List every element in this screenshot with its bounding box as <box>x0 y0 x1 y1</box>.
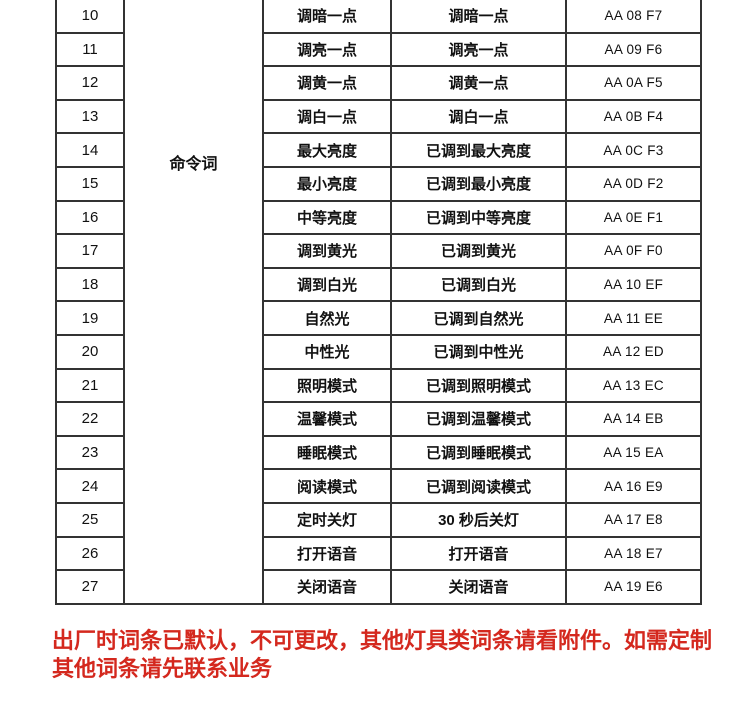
command-cell: 调白一点 <box>262 98 392 135</box>
row-number-cell: 20 <box>55 333 125 370</box>
table-row: 22 温馨模式 已调到温馨模式 AA 14 EB <box>55 401 702 437</box>
code-cell: AA 18 E7 <box>565 535 702 572</box>
row-number-cell: 26 <box>55 535 125 572</box>
response-cell: 30 秒后关灯 <box>390 501 567 538</box>
response-cell: 关闭语音 <box>390 569 567 605</box>
row-number-cell: 16 <box>55 199 125 236</box>
response-cell: 调黄一点 <box>390 65 567 101</box>
command-cell: 打开语音 <box>262 535 392 572</box>
row-number-cell: 21 <box>55 367 125 404</box>
response-cell: 已调到阅读模式 <box>390 468 567 504</box>
code-cell: AA 0F F0 <box>565 233 702 269</box>
response-cell: 调亮一点 <box>390 31 567 68</box>
group-label: 命令词 <box>169 156 218 173</box>
command-cell: 照明模式 <box>262 367 392 404</box>
row-number-cell: 27 <box>55 569 125 605</box>
table-row: 15 最小亮度 已调到最小亮度 AA 0D F2 <box>55 165 702 202</box>
code-cell: AA 17 E8 <box>565 501 702 538</box>
command-cell: 睡眠模式 <box>262 434 392 471</box>
table-row: 12 调黄一点 调黄一点 AA 0A F5 <box>55 65 702 101</box>
code-cell: AA 09 F6 <box>565 31 702 68</box>
row-number-cell: 13 <box>55 98 125 135</box>
code-cell: AA 08 F7 <box>565 0 702 34</box>
response-cell: 已调到自然光 <box>390 300 567 336</box>
table-row: 25 定时关灯 30 秒后关灯 AA 17 E8 <box>55 501 702 538</box>
table-row: 10 命令词 调暗一点 调暗一点 AA 08 F7 <box>55 0 702 605</box>
code-cell: AA 13 EC <box>565 367 702 404</box>
command-cell: 调到黄光 <box>262 233 392 269</box>
command-cell: 温馨模式 <box>262 401 392 437</box>
code-cell: AA 0C F3 <box>565 132 702 168</box>
footer-note: 出厂时词条已默认，不可更改，其他灯具类词条请看附件。如需定制其他词条请先联系业务 <box>52 628 713 681</box>
row-number-cell: 14 <box>55 132 125 168</box>
response-cell: 已调到黄光 <box>390 233 567 269</box>
response-cell: 已调到白光 <box>390 266 567 303</box>
response-cell: 已调到中性光 <box>390 333 567 370</box>
row-number-cell: 25 <box>55 501 125 538</box>
command-cell: 最小亮度 <box>262 165 392 202</box>
response-cell: 已调到最小亮度 <box>390 165 567 202</box>
table-row: 14 最大亮度 已调到最大亮度 AA 0C F3 <box>55 132 702 168</box>
row-number-cell: 15 <box>55 165 125 202</box>
row-number-cell: 11 <box>55 31 125 68</box>
table-row: 23 睡眠模式 已调到睡眠模式 AA 15 EA <box>55 434 702 471</box>
code-cell: AA 19 E6 <box>565 569 702 605</box>
command-cell: 调到白光 <box>262 266 392 303</box>
table-row: 24 阅读模式 已调到阅读模式 AA 16 E9 <box>55 468 702 504</box>
command-cell: 调黄一点 <box>262 65 392 101</box>
command-cell: 最大亮度 <box>262 132 392 168</box>
command-cell: 阅读模式 <box>262 468 392 504</box>
command-cell: 自然光 <box>262 300 392 336</box>
code-cell: AA 11 EE <box>565 300 702 336</box>
code-cell: AA 0B F4 <box>565 98 702 135</box>
table-row: 13 调白一点 调白一点 AA 0B F4 <box>55 98 702 135</box>
command-table: 10 命令词 调暗一点 调暗一点 AA 08 F7 11 调亮一点 调亮一点 AA 09 F6 1… <box>55 0 702 605</box>
response-cell: 调白一点 <box>390 98 567 135</box>
code-cell: AA 10 EF <box>565 266 702 303</box>
table-row: 20 中性光 已调到中性光 AA 12 ED <box>55 333 702 370</box>
response-cell: 已调到睡眠模式 <box>390 434 567 471</box>
response-cell: 已调到照明模式 <box>390 367 567 404</box>
command-cell: 关闭语音 <box>262 569 392 605</box>
row-number-cell: 19 <box>55 300 125 336</box>
table-row: 19 自然光 已调到自然光 AA 11 EE <box>55 300 702 336</box>
table-row: 26 打开语音 打开语音 AA 18 E7 <box>55 535 702 572</box>
code-cell: AA 0D F2 <box>565 165 702 202</box>
row-number-cell: 18 <box>55 266 125 303</box>
command-cell: 定时关灯 <box>262 501 392 538</box>
command-cell: 调暗一点 <box>262 0 392 34</box>
command-cell: 中性光 <box>262 333 392 370</box>
code-cell: AA 16 E9 <box>565 468 702 504</box>
table-row: 18 调到白光 已调到白光 AA 10 EF <box>55 266 702 303</box>
row-number-cell: 17 <box>55 233 125 269</box>
row-number-cell: 10 <box>55 0 125 34</box>
response-cell: 已调到最大亮度 <box>390 132 567 168</box>
response-cell: 打开语音 <box>390 535 567 572</box>
code-cell: AA 14 EB <box>565 401 702 437</box>
response-cell: 调暗一点 <box>390 0 567 34</box>
row-number-cell: 12 <box>55 65 125 101</box>
code-cell: AA 12 ED <box>565 333 702 370</box>
table-row: 11 调亮一点 调亮一点 AA 09 F6 <box>55 31 702 68</box>
group-label-cell: 命令词 <box>123 0 264 605</box>
code-cell: AA 0E F1 <box>565 199 702 236</box>
command-table-body: 10 命令词 调暗一点 调暗一点 AA 08 F7 11 调亮一点 调亮一点 AA 09 F6 1… <box>55 0 702 605</box>
table-row: 16 中等亮度 已调到中等亮度 AA 0E F1 <box>55 199 702 236</box>
command-cell: 调亮一点 <box>262 31 392 68</box>
row-number-cell: 23 <box>55 434 125 471</box>
code-cell: AA 0A F5 <box>565 65 702 101</box>
row-number-cell: 22 <box>55 401 125 437</box>
table-row: 21 照明模式 已调到照明模式 AA 13 EC <box>55 367 702 404</box>
response-cell: 已调到中等亮度 <box>390 199 567 236</box>
code-cell: AA 15 EA <box>565 434 702 471</box>
row-number-cell: 24 <box>55 468 125 504</box>
table-row: 27 关闭语音 关闭语音 AA 19 E6 <box>55 569 702 605</box>
command-cell: 中等亮度 <box>262 199 392 236</box>
response-cell: 已调到温馨模式 <box>390 401 567 437</box>
table-row: 17 调到黄光 已调到黄光 AA 0F F0 <box>55 233 702 269</box>
